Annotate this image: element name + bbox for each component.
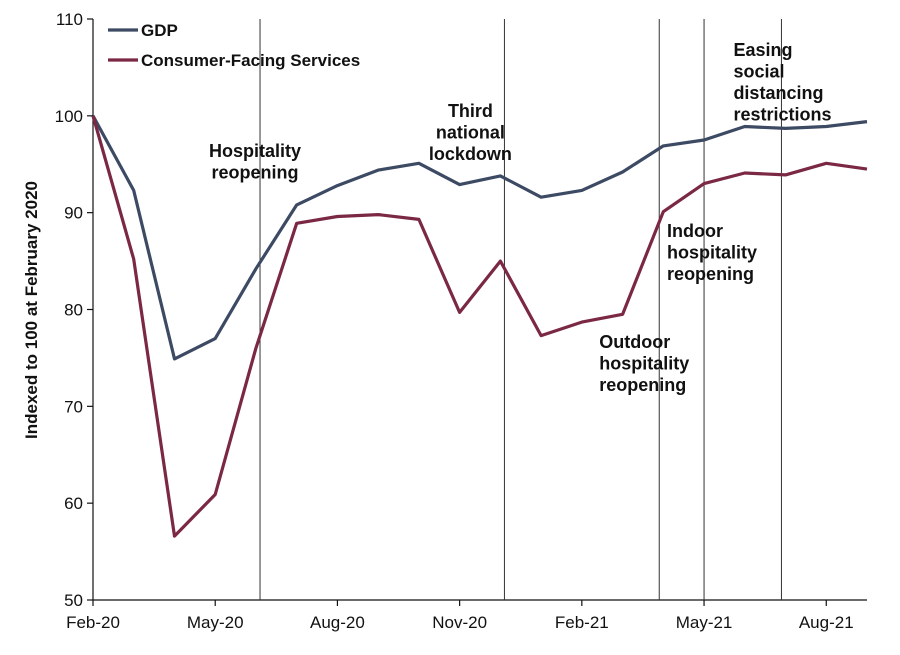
- y-tick-label: 80: [64, 301, 83, 320]
- legend-gdp-label: GDP: [141, 21, 178, 40]
- annotation-text: reopening: [212, 163, 299, 183]
- x-ticks: Feb-20 May-20 Aug-20 Nov-20 Feb-21 May-21 Aug-…: [66, 600, 854, 632]
- annotation-text: Hospitality: [209, 141, 301, 161]
- legend: GDP Consumer-Facing Services: [108, 21, 360, 70]
- x-tick-label: Nov-20: [432, 613, 487, 632]
- annotation-text: distancing: [733, 83, 823, 103]
- annotation-text: Outdoor: [599, 332, 670, 352]
- annotation-text: Third: [448, 101, 493, 121]
- annotations: HospitalityreopeningThirdnationallockdow…: [209, 40, 831, 395]
- y-tick-label: 110: [56, 10, 83, 29]
- y-axis-title: Indexed to 100 at February 2020: [22, 181, 41, 439]
- annotation-text: Easing: [733, 40, 792, 60]
- annotation-lines: [259, 19, 782, 600]
- y-tick-label: 50: [64, 591, 83, 610]
- annotation-text: reopening: [599, 375, 686, 395]
- y-ticks: 50 60 70 80 90 100 110: [55, 10, 93, 610]
- annotation-text: national: [436, 123, 505, 143]
- y-tick-label: 90: [64, 204, 83, 223]
- annotation-text: social: [733, 62, 784, 82]
- series-line: [91, 115, 868, 361]
- annotation-text: hospitality: [667, 243, 757, 263]
- x-tick-label: Aug-21: [799, 613, 854, 632]
- annotation-text: hospitality: [599, 354, 689, 374]
- y-tick-label: 60: [64, 494, 83, 513]
- x-tick-label: Feb-21: [555, 613, 609, 632]
- y-tick-label: 100: [55, 107, 83, 126]
- legend-consumer-label: Consumer-Facing Services: [141, 51, 360, 70]
- series-lines: [91, 115, 868, 538]
- x-tick-label: Aug-20: [310, 613, 365, 632]
- annotation-text: lockdown: [429, 144, 512, 164]
- x-tick-label: May-20: [187, 613, 244, 632]
- x-tick-label: May-21: [676, 613, 733, 632]
- annotation-text: reopening: [667, 264, 754, 284]
- x-tick-label: Feb-20: [66, 613, 120, 632]
- annotation-text: restrictions: [733, 105, 831, 125]
- series-line: [91, 115, 868, 538]
- y-tick-label: 70: [64, 397, 83, 416]
- annotation-text: Indoor: [667, 221, 723, 241]
- axes: 50 60 70 80 90 100 110 Feb-20 May-20 Aug-20 Nov-2…: [55, 10, 867, 632]
